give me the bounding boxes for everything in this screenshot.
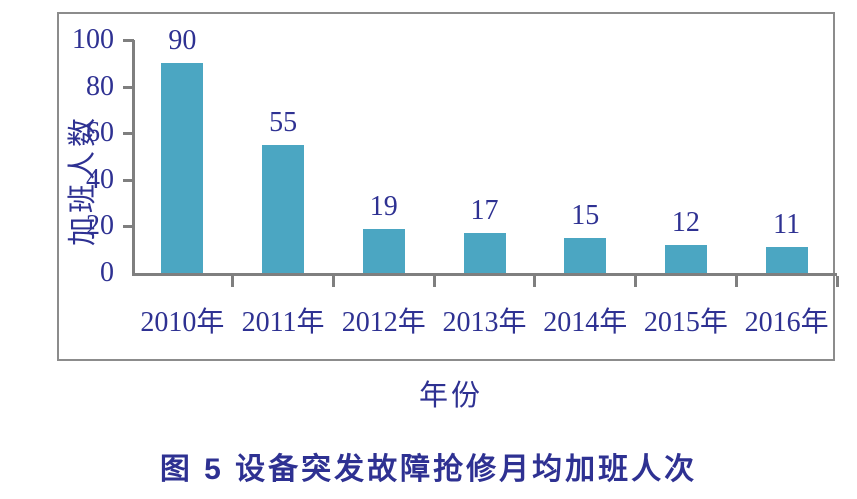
x-category-label: 2014年 — [543, 307, 628, 338]
x-tick-mark — [634, 276, 638, 287]
x-tick-mark — [432, 276, 436, 287]
bar-2010年 — [161, 63, 204, 273]
y-tick-label: 0 — [100, 257, 114, 288]
y-tick-label: 100 — [72, 24, 114, 55]
bar-value-label: 12 — [671, 207, 700, 239]
figure-caption: 图 5 设备突发故障抢修月均加班人次 — [159, 453, 698, 486]
bar-value-label: 11 — [773, 209, 801, 241]
y-tick-mark — [123, 178, 134, 182]
y-tick-mark — [123, 225, 134, 229]
bar-value-label: 17 — [470, 195, 499, 227]
x-category-label: 2013年 — [442, 307, 527, 338]
bar-value-label: 19 — [369, 190, 398, 222]
plot-area: 0 20 40 60 80 100 90 2010年 55 2011年 19 2012年 17 2013年… — [72, 26, 839, 338]
y-tick-label: 40 — [86, 163, 114, 195]
bar-2015年 — [664, 245, 707, 273]
y-tick-mark — [123, 39, 134, 42]
x-tick-mark — [734, 276, 738, 287]
y-tick-mark — [123, 132, 134, 136]
bar-2013年 — [463, 233, 506, 273]
x-category-label: 2010年 — [140, 307, 225, 338]
y-tick-label: 60 — [86, 117, 114, 149]
y-tick-label: 20 — [86, 210, 114, 242]
bar-2016年 — [765, 247, 808, 273]
y-tick-mark — [123, 85, 134, 89]
x-tick-mark — [231, 276, 235, 287]
x-category-label: 2016年 — [744, 307, 829, 338]
bar-2011年 — [262, 144, 305, 273]
x-tick-mark — [331, 276, 335, 287]
y-axis-line — [132, 40, 135, 276]
x-category-label: 2011年 — [241, 307, 325, 338]
y-tick-label: 80 — [86, 70, 114, 102]
bar-2014年 — [564, 238, 607, 273]
bar-value-label: 90 — [168, 25, 197, 57]
bar-2012年 — [362, 228, 405, 273]
x-tick-mark — [835, 276, 839, 287]
bar-value-label: 15 — [571, 200, 600, 232]
bar-value-label: 55 — [269, 106, 298, 138]
x-category-label: 2015年 — [643, 307, 728, 338]
x-axis-line — [132, 273, 837, 276]
x-axis-title: 年份 — [418, 380, 483, 412]
x-tick-mark — [533, 276, 537, 287]
chart-frame: 加班人数 0 20 40 60 80 100 90 2010年 55 2011年 19 2012年 17… — [57, 12, 839, 361]
x-category-label: 2012年 — [341, 307, 426, 338]
